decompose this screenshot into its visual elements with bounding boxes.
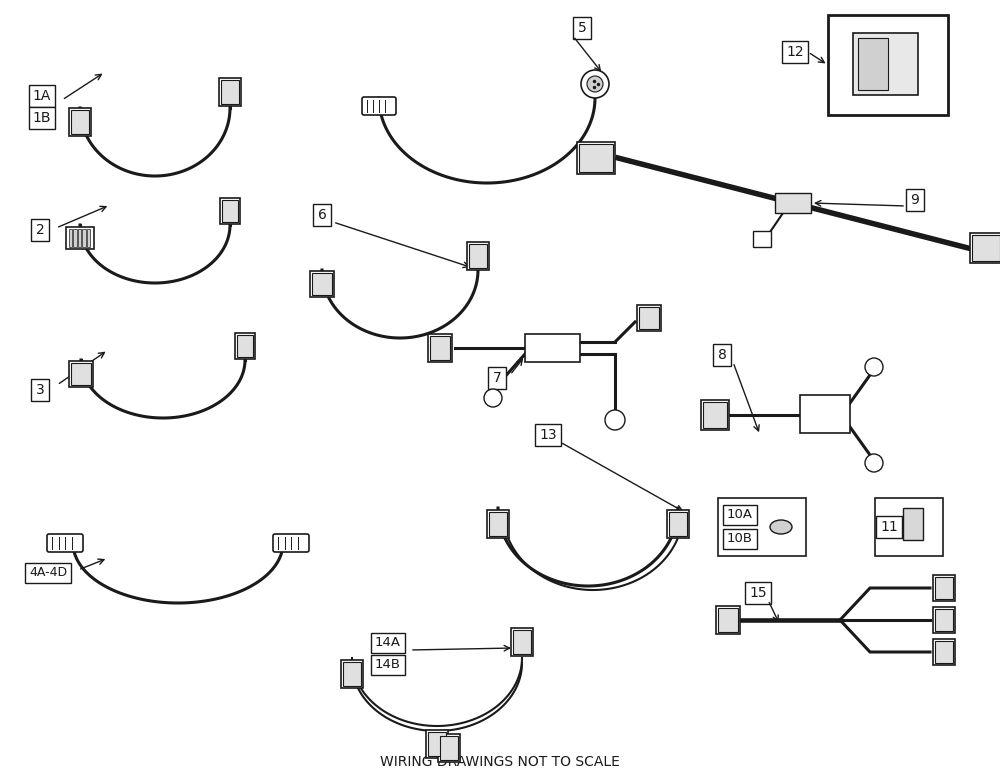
Circle shape (605, 410, 625, 430)
Bar (69, 229, 72, 247)
FancyBboxPatch shape (47, 534, 83, 552)
Bar (310, 271, 334, 297)
Bar (525, 334, 580, 362)
Bar (639, 307, 659, 329)
Bar (970, 233, 1000, 263)
Bar (903, 508, 923, 540)
Bar (513, 630, 531, 654)
Bar (73, 229, 77, 247)
Circle shape (865, 454, 883, 472)
Bar (71, 363, 91, 385)
Text: 4A-4D: 4A-4D (29, 566, 67, 579)
FancyBboxPatch shape (273, 534, 309, 552)
Bar (69, 361, 93, 387)
Text: 10A: 10A (727, 508, 753, 522)
Bar (667, 510, 689, 538)
Bar (71, 110, 89, 134)
Bar (858, 38, 888, 90)
Bar (487, 510, 509, 538)
Bar (775, 193, 811, 213)
Text: 11: 11 (880, 520, 898, 534)
Circle shape (865, 358, 883, 376)
Bar (438, 734, 460, 762)
Bar (219, 78, 241, 106)
Bar (875, 498, 943, 556)
Bar (78, 229, 81, 247)
Bar (428, 732, 446, 756)
Bar (235, 333, 255, 359)
Bar (69, 108, 91, 136)
Text: 6: 6 (318, 208, 326, 222)
Bar (701, 400, 729, 430)
Bar (716, 606, 740, 634)
Text: 3: 3 (36, 383, 44, 397)
Bar (221, 80, 239, 104)
Text: 13: 13 (539, 428, 557, 442)
Bar (933, 607, 955, 633)
Text: 5: 5 (578, 21, 586, 35)
Text: 1A: 1A (33, 89, 51, 103)
Bar (237, 335, 253, 357)
Bar (489, 512, 507, 536)
FancyBboxPatch shape (362, 97, 396, 115)
Bar (577, 142, 615, 174)
Text: WIRING DRAWINGS NOT TO SCALE: WIRING DRAWINGS NOT TO SCALE (380, 755, 620, 769)
Text: 14B: 14B (375, 658, 401, 672)
Bar (853, 33, 918, 95)
Bar (469, 244, 487, 268)
Ellipse shape (770, 520, 792, 534)
Bar (87, 229, 90, 247)
Text: 15: 15 (749, 586, 767, 600)
Text: 8: 8 (718, 348, 726, 362)
Bar (312, 273, 332, 295)
Bar (935, 609, 953, 631)
Bar (467, 242, 489, 270)
Bar (935, 641, 953, 663)
Bar (220, 198, 240, 224)
Text: 9: 9 (911, 193, 919, 207)
Bar (718, 498, 806, 556)
Bar (66, 227, 94, 249)
Bar (933, 575, 955, 601)
Circle shape (581, 70, 609, 98)
Bar (637, 305, 661, 331)
Bar (579, 144, 613, 172)
Bar (222, 200, 238, 222)
Bar (718, 608, 738, 632)
Bar (933, 639, 955, 665)
Text: 12: 12 (786, 45, 804, 59)
Bar (972, 235, 1000, 261)
Text: 14A: 14A (375, 637, 401, 650)
Circle shape (587, 76, 603, 92)
Bar (426, 730, 448, 758)
Bar (440, 736, 458, 760)
Circle shape (484, 389, 502, 407)
Text: 1B: 1B (33, 111, 51, 125)
Bar (511, 628, 533, 656)
Bar (430, 336, 450, 360)
Bar (703, 402, 727, 428)
Text: 2: 2 (36, 223, 44, 237)
Bar (428, 334, 452, 362)
Text: 10B: 10B (727, 533, 753, 546)
Bar (82, 229, 86, 247)
Bar (828, 15, 948, 115)
Bar (343, 662, 361, 686)
Bar (341, 660, 363, 688)
Bar (669, 512, 687, 536)
Bar (935, 577, 953, 599)
Bar (800, 395, 850, 433)
Bar (753, 231, 771, 247)
Text: 7: 7 (493, 371, 501, 385)
